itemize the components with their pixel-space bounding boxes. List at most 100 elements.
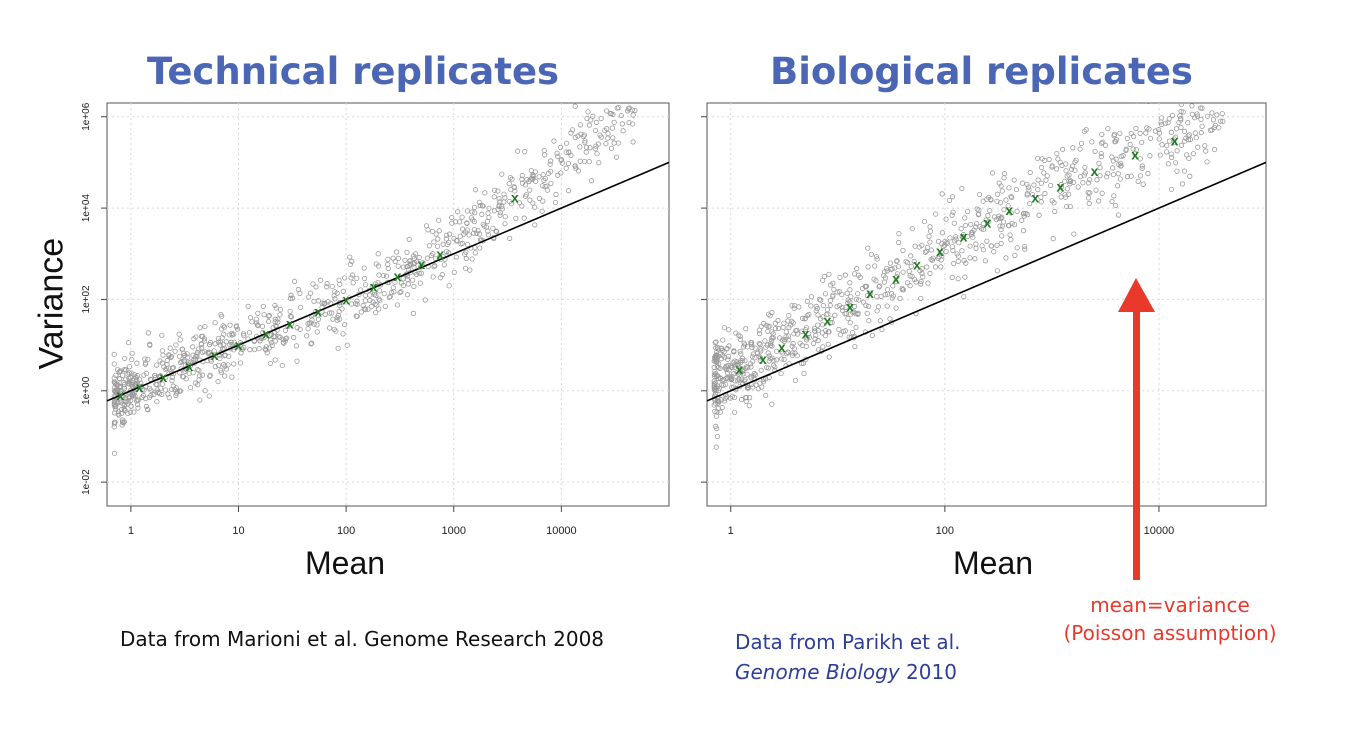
data-point bbox=[609, 125, 615, 131]
data-point bbox=[253, 316, 259, 322]
data-point bbox=[198, 333, 205, 339]
data-point bbox=[1052, 208, 1058, 215]
data-point bbox=[182, 368, 188, 374]
data-point bbox=[318, 277, 324, 283]
data-point bbox=[282, 327, 289, 334]
data-point bbox=[337, 302, 343, 308]
data-point bbox=[1003, 255, 1009, 261]
data-point bbox=[980, 198, 986, 204]
data-point bbox=[986, 218, 992, 225]
data-point bbox=[772, 364, 778, 370]
data-point bbox=[477, 202, 483, 209]
data-point bbox=[416, 254, 422, 261]
data-point bbox=[586, 159, 592, 165]
data-point bbox=[896, 239, 902, 246]
data-point bbox=[467, 267, 473, 273]
data-point bbox=[499, 171, 505, 177]
data-point bbox=[1068, 166, 1075, 172]
data-point bbox=[1097, 173, 1103, 179]
data-point bbox=[837, 332, 843, 338]
data-point bbox=[126, 370, 132, 376]
data-point bbox=[1014, 245, 1020, 251]
data-point bbox=[714, 373, 720, 379]
data-point bbox=[411, 283, 417, 290]
data-point bbox=[629, 107, 635, 113]
data-point bbox=[1050, 236, 1056, 242]
data-point bbox=[1195, 144, 1201, 150]
data-point bbox=[847, 320, 853, 326]
data-point bbox=[581, 132, 587, 138]
data-point bbox=[949, 212, 955, 218]
data-point bbox=[179, 346, 186, 352]
data-point bbox=[715, 383, 721, 389]
data-point bbox=[926, 233, 932, 239]
data-point bbox=[211, 348, 217, 354]
data-point bbox=[894, 274, 900, 280]
data-point bbox=[853, 324, 859, 331]
data-point bbox=[563, 165, 569, 171]
data-point bbox=[827, 320, 833, 326]
data-point bbox=[1083, 127, 1089, 133]
data-point bbox=[780, 324, 786, 330]
data-point bbox=[1157, 152, 1163, 158]
data-point bbox=[890, 283, 896, 289]
data-point bbox=[191, 336, 197, 342]
data-point bbox=[294, 358, 300, 364]
data-point bbox=[882, 275, 889, 281]
data-point bbox=[965, 208, 971, 215]
data-point bbox=[528, 167, 534, 174]
data-point bbox=[479, 211, 485, 217]
data-point bbox=[507, 175, 513, 181]
data-point bbox=[164, 358, 170, 364]
data-point bbox=[717, 365, 723, 372]
data-point bbox=[237, 360, 244, 366]
data-point bbox=[764, 342, 771, 348]
data-point bbox=[724, 394, 730, 400]
data-point bbox=[729, 364, 735, 371]
data-point bbox=[1165, 120, 1171, 126]
data-point bbox=[842, 311, 848, 317]
data-point bbox=[117, 376, 123, 382]
data-point bbox=[1209, 86, 1213, 90]
data-point bbox=[226, 332, 233, 338]
data-point bbox=[573, 165, 579, 171]
data-point bbox=[497, 212, 503, 218]
data-point bbox=[360, 303, 366, 309]
data-point bbox=[1147, 153, 1153, 159]
data-point bbox=[713, 387, 719, 394]
data-point bbox=[219, 335, 225, 341]
data-point bbox=[714, 359, 720, 365]
data-point bbox=[471, 204, 478, 211]
data-point bbox=[1059, 162, 1065, 168]
data-point bbox=[272, 302, 278, 309]
data-point bbox=[1064, 186, 1070, 192]
data-point bbox=[799, 315, 806, 321]
data-point bbox=[750, 384, 756, 390]
data-point bbox=[1003, 197, 1009, 203]
data-point bbox=[482, 190, 488, 196]
data-point bbox=[783, 329, 789, 335]
data-point bbox=[1078, 140, 1085, 146]
data-point bbox=[229, 332, 235, 338]
data-point bbox=[347, 261, 353, 267]
data-point bbox=[758, 346, 764, 352]
data-point bbox=[862, 283, 868, 289]
data-point bbox=[126, 395, 132, 401]
data-point bbox=[192, 380, 199, 386]
data-point bbox=[1100, 139, 1106, 145]
data-point bbox=[1156, 136, 1162, 142]
data-point bbox=[1042, 190, 1048, 197]
source-right: Data from Parikh et al. Genome Biology 2… bbox=[735, 627, 961, 687]
data-point bbox=[565, 188, 572, 194]
data-point bbox=[219, 313, 225, 319]
x-tick-label: 1 bbox=[128, 525, 134, 537]
data-point bbox=[380, 272, 387, 279]
data-point bbox=[1214, 112, 1220, 118]
data-point bbox=[977, 191, 983, 198]
data-point bbox=[1111, 193, 1117, 199]
data-point bbox=[273, 322, 279, 329]
data-point bbox=[506, 181, 512, 187]
data-point bbox=[967, 243, 973, 249]
data-point bbox=[897, 295, 903, 302]
data-point bbox=[375, 279, 381, 286]
